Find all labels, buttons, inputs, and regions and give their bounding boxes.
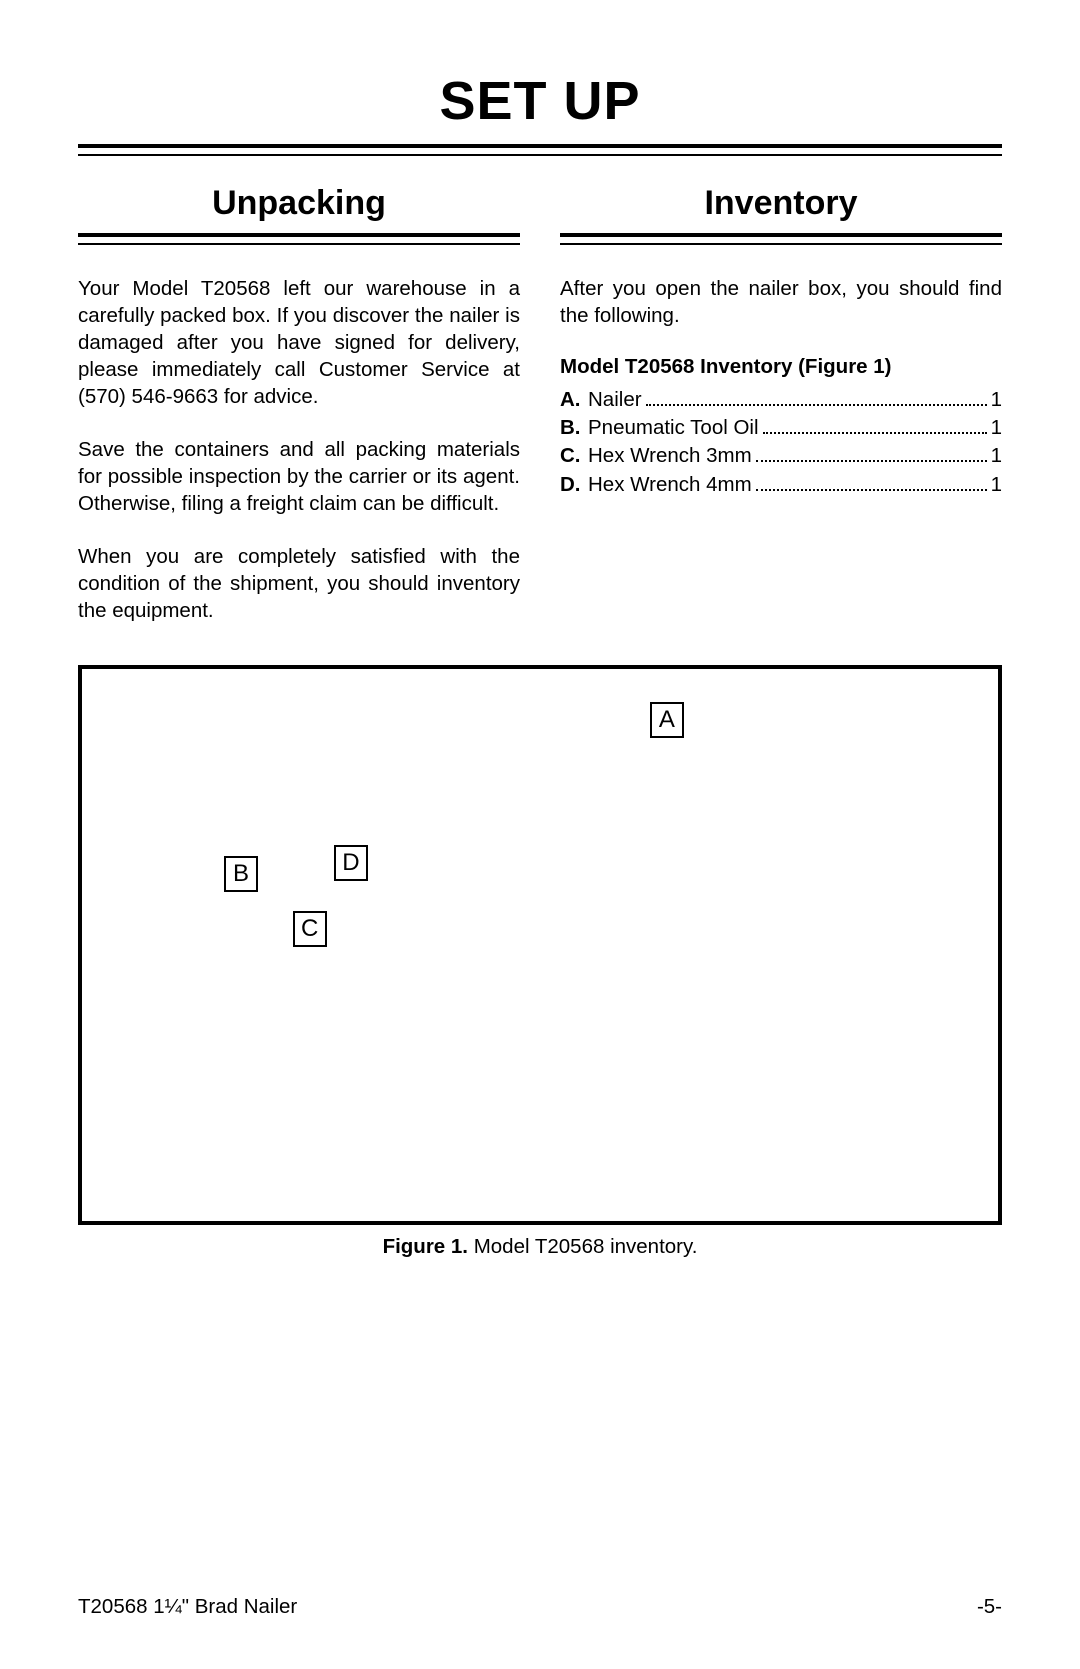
- unpacking-paragraph: Your Model T20568 left our warehouse in …: [78, 275, 520, 410]
- inventory-item-name: Hex Wrench 4mm: [588, 473, 752, 497]
- figure-callout: D: [334, 845, 368, 881]
- unpacking-paragraph: Save the containers and all packing mate…: [78, 436, 520, 517]
- page-title: SET UP: [78, 70, 1002, 132]
- unpacking-rules: [78, 233, 520, 245]
- page-footer: T20568 1¼" Brad Nailer -5-: [78, 1595, 1002, 1619]
- inventory-item-letter: A.: [560, 388, 588, 412]
- inventory-item-qty: 1: [991, 388, 1002, 412]
- inventory-item: A. Nailer 1: [560, 387, 1002, 411]
- footer-right: -5-: [977, 1595, 1002, 1619]
- inventory-item: C. Hex Wrench 3mm 1: [560, 444, 1002, 468]
- inventory-item-letter: D.: [560, 473, 588, 497]
- inventory-item-name: Nailer: [588, 388, 642, 412]
- inventory-item-qty: 1: [991, 416, 1002, 440]
- leader-dots: [756, 444, 987, 462]
- footer-left: T20568 1¼" Brad Nailer: [78, 1595, 297, 1619]
- leader-dots: [763, 416, 987, 434]
- inventory-item-name: Pneumatic Tool Oil: [588, 416, 759, 440]
- figure-caption: Figure 1. Model T20568 inventory.: [78, 1235, 1002, 1259]
- inventory-item-letter: B.: [560, 416, 588, 440]
- inventory-list-heading: Model T20568 Inventory (Figure 1): [560, 355, 1002, 379]
- left-column: Unpacking Your Model T20568 left our war…: [78, 184, 520, 651]
- two-column-layout: Unpacking Your Model T20568 left our war…: [78, 184, 1002, 651]
- leader-dots: [756, 472, 987, 490]
- inventory-item-qty: 1: [991, 444, 1002, 468]
- inventory-rules: [560, 233, 1002, 245]
- inventory-heading: Inventory: [560, 184, 1002, 223]
- inventory-item-qty: 1: [991, 473, 1002, 497]
- inventory-item-name: Hex Wrench 3mm: [588, 444, 752, 468]
- figure-callout: B: [224, 856, 258, 892]
- figure-callout: A: [650, 702, 684, 738]
- inventory-item: B. Pneumatic Tool Oil 1: [560, 416, 1002, 440]
- unpacking-paragraph: When you are completely satisfied with t…: [78, 543, 520, 624]
- inventory-intro: After you open the nailer box, you shoul…: [560, 275, 1002, 329]
- unpacking-heading: Unpacking: [78, 184, 520, 223]
- figure-caption-label: Figure 1.: [383, 1235, 468, 1258]
- inventory-item-letter: C.: [560, 444, 588, 468]
- inventory-item: D. Hex Wrench 4mm 1: [560, 472, 1002, 496]
- title-rules: [78, 144, 1002, 156]
- leader-dots: [646, 387, 987, 405]
- right-column: Inventory After you open the nailer box,…: [560, 184, 1002, 651]
- figure-caption-text: Model T20568 inventory.: [468, 1235, 697, 1258]
- figure-callout: C: [293, 911, 327, 947]
- figure-box: A B DC: [78, 665, 1002, 1225]
